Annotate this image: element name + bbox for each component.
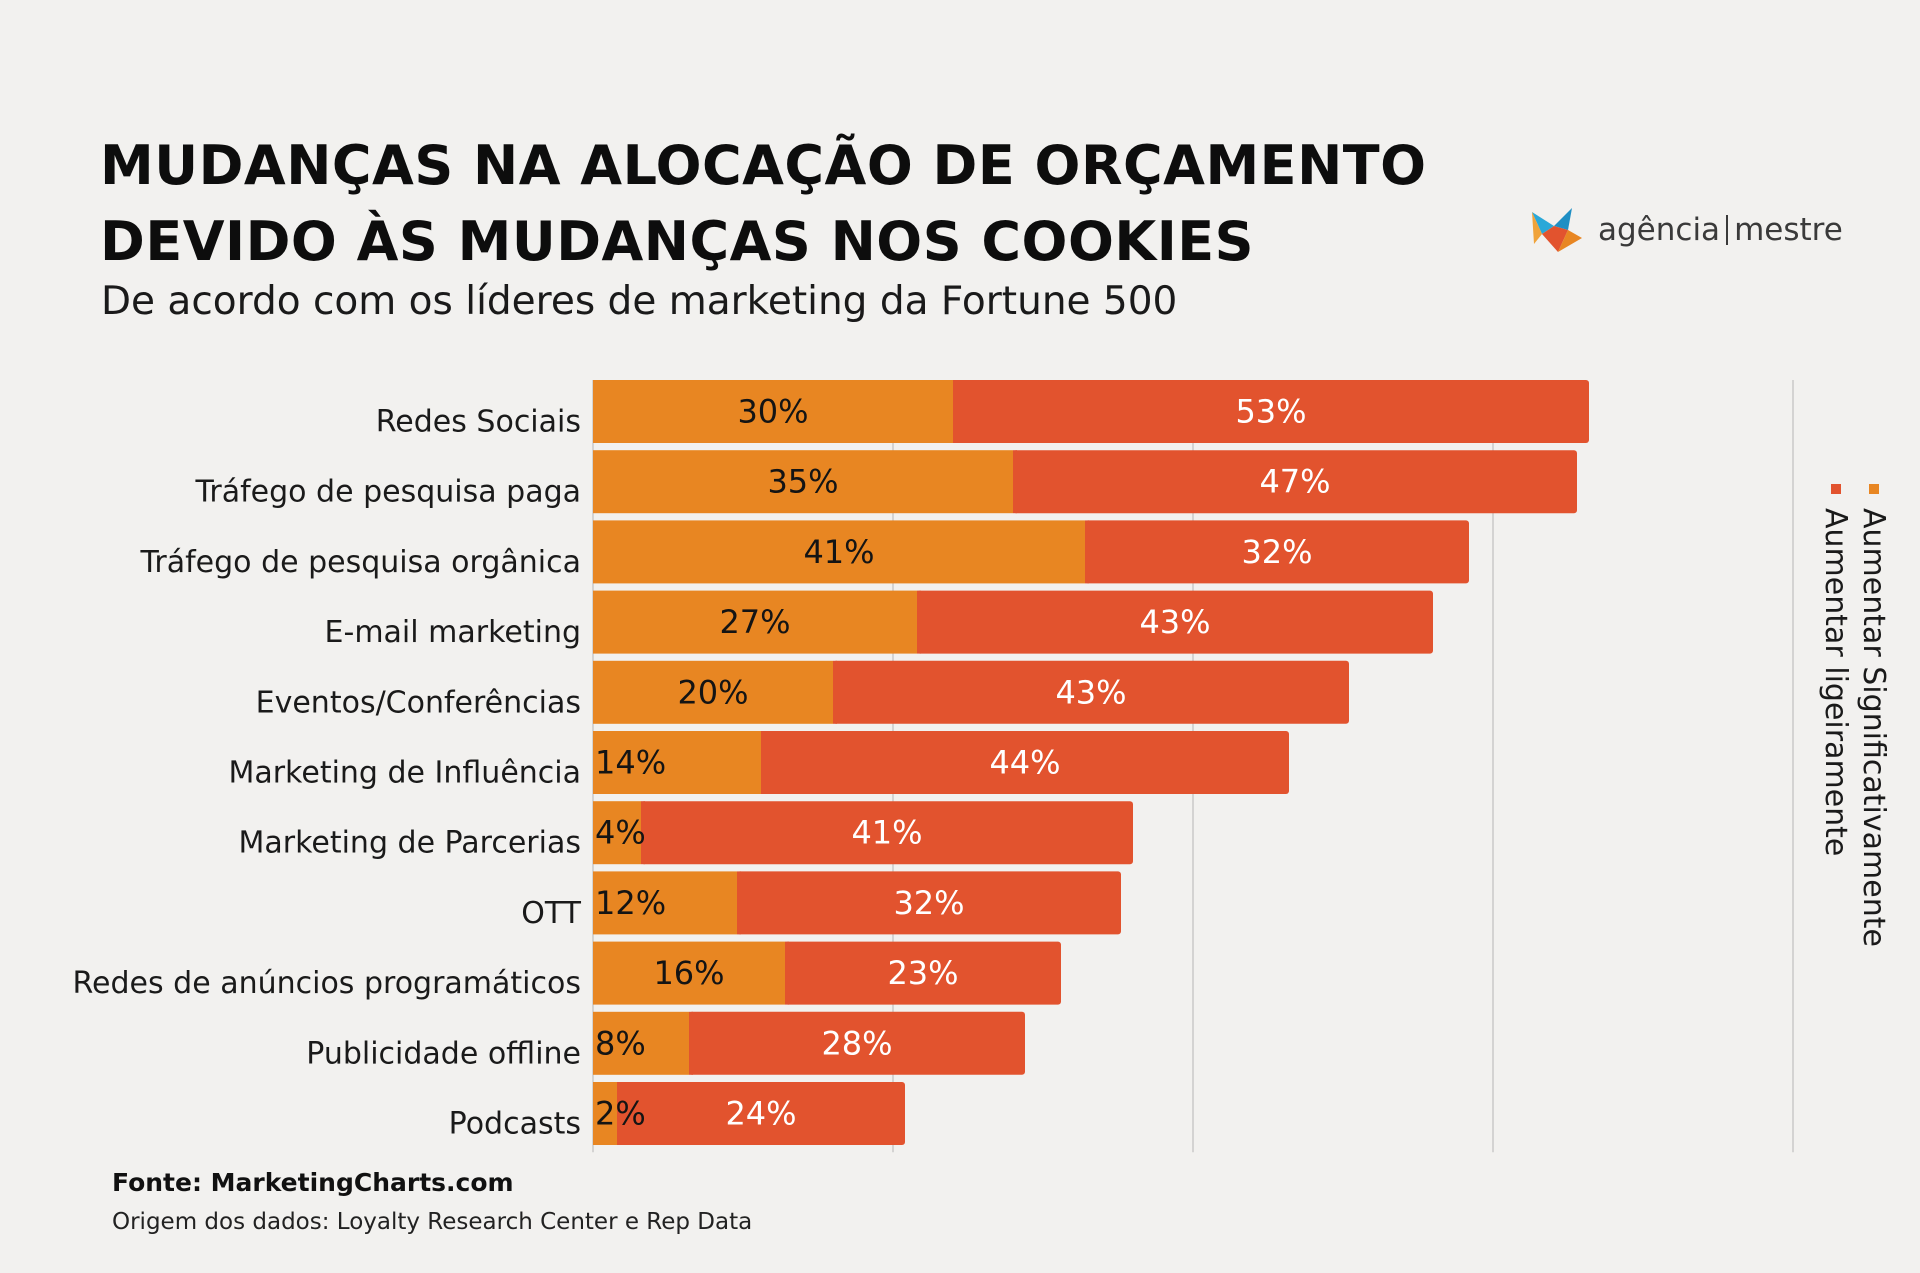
brand-name-right: mestre [1734, 212, 1843, 248]
category-label: Eventos/Conferências [256, 685, 581, 720]
bar-segment-significantly [593, 801, 641, 865]
data-label-significantly: 41% [803, 533, 874, 571]
legend-swatch-red [1831, 484, 1841, 494]
bar-segment-slightly [953, 380, 1589, 443]
category-label: OTT [521, 896, 581, 931]
bar-segment-slightly-edge [833, 660, 837, 724]
data-label-significantly: 35% [767, 463, 838, 501]
source-note: Fonte: MarketingCharts.com [112, 1168, 514, 1197]
data-label-slightly: 24% [725, 1095, 796, 1133]
bar-segment-slightly [737, 871, 1121, 935]
bar-segment-slightly-edge [737, 871, 741, 935]
bar-segment-slightly [785, 941, 1061, 1005]
category-label: Tráfego de pesquisa orgânica [139, 545, 581, 580]
data-label-slightly: 23% [887, 954, 958, 992]
category-label: Tráfego de pesquisa paga [194, 475, 581, 510]
bar-segment-significantly [593, 660, 833, 724]
legend-item-slightly: Aumentar ligeiramente [1816, 484, 1856, 856]
legend-swatch-orange [1869, 484, 1879, 494]
bar-segment-significantly [593, 731, 761, 794]
data-label-slightly: 53% [1235, 393, 1306, 431]
data-label-significantly: 4% [595, 814, 646, 852]
brand-name: agência mestre [1598, 212, 1843, 248]
bar-segment-significantly [593, 590, 917, 654]
bar-segment-slightly-edge [785, 941, 789, 1005]
brand-logo: agência mestre [1528, 204, 1843, 256]
data-label-significantly: 8% [595, 1024, 646, 1062]
bar-segment-slightly [689, 1011, 1025, 1075]
bar-segment-significantly [593, 1082, 617, 1145]
brand-separator [1726, 215, 1729, 245]
data-label-slightly: 43% [1139, 603, 1210, 641]
chart-title-line-1: MUDANÇAS NA ALOCAÇÃO DE ORÇAMENTO [100, 134, 1427, 197]
bar-segment-slightly-edge [689, 1011, 693, 1075]
data-label-slightly: 47% [1259, 463, 1330, 501]
chart-title-line-2: DEVIDO ÀS MUDANÇAS NOS COOKIES [100, 210, 1255, 273]
bar-segment-slightly [1013, 450, 1577, 514]
bar-segment-significantly [593, 380, 953, 443]
bar-segment-slightly-edge [1085, 520, 1089, 584]
category-label: Marketing de Influência [228, 756, 581, 791]
bar-segment-slightly-edge [953, 380, 957, 443]
data-label-significantly: 27% [719, 603, 790, 641]
data-label-significantly: 20% [677, 673, 748, 711]
bar-segment-slightly [641, 801, 1133, 865]
data-label-slightly: 32% [893, 884, 964, 922]
bar-segment-slightly [617, 1082, 905, 1145]
category-label: Redes Sociais [376, 405, 581, 440]
data-label-slightly: 28% [821, 1024, 892, 1062]
legend-label-slightly: Aumentar ligeiramente [1818, 508, 1854, 857]
bar-segment-slightly [833, 660, 1349, 724]
bar-segment-slightly [917, 590, 1433, 654]
bar-segment-slightly [761, 731, 1289, 794]
brand-name-left: agência [1598, 212, 1721, 248]
bar-segment-slightly-edge [917, 590, 921, 654]
bar-segment-slightly-edge [1013, 450, 1017, 514]
bar-segment-significantly [593, 1011, 689, 1075]
bar-segment-slightly [1085, 520, 1469, 584]
stacked-bar-chart: Redes Sociais 30% 53% Tráfego de pesquisa p… [73, 380, 1794, 1153]
category-label: Marketing de Parcerias [238, 826, 581, 861]
legend-label-significantly: Aumentar Significativamente [1856, 508, 1892, 947]
legend-item-significantly: Aumentar Significativamente [1854, 484, 1894, 947]
bar-segment-slightly-edge [617, 1082, 621, 1145]
brand-mark-icon [1532, 208, 1582, 252]
chart-subtitle: De acordo com os líderes de marketing da… [101, 279, 1178, 324]
data-label-significantly: 2% [595, 1095, 646, 1133]
data-label-slightly: 41% [851, 814, 922, 852]
data-label-significantly: 30% [737, 393, 808, 431]
category-label: E-mail marketing [325, 615, 581, 650]
data-label-significantly: 14% [595, 744, 666, 782]
data-label-slightly: 32% [1241, 533, 1312, 571]
bar-segment-slightly-edge [761, 731, 765, 794]
category-label: Podcasts [449, 1107, 581, 1142]
bar-segment-slightly-edge [641, 801, 645, 865]
bar-segment-significantly [593, 520, 1085, 584]
category-label: Redes de anúncios programáticos [73, 966, 581, 1001]
data-label-slightly: 43% [1055, 673, 1126, 711]
data-label-significantly: 16% [653, 954, 724, 992]
bar-segment-significantly [593, 941, 785, 1005]
bar-segment-significantly [593, 871, 737, 935]
chart-title: MUDANÇAS NA ALOCAÇÃO DE ORÇAMENTO DEVIDO… [100, 128, 1427, 280]
category-label: Publicidade offline [306, 1036, 581, 1071]
data-origin-note: Origem dos dados: Loyalty Research Cente… [112, 1209, 753, 1235]
bar-segment-significantly [593, 450, 1013, 514]
data-label-significantly: 12% [595, 884, 666, 922]
chart-legend: Aumentar Significativamente Aumentar lig… [1810, 484, 1900, 1024]
data-label-slightly: 44% [989, 744, 1060, 782]
